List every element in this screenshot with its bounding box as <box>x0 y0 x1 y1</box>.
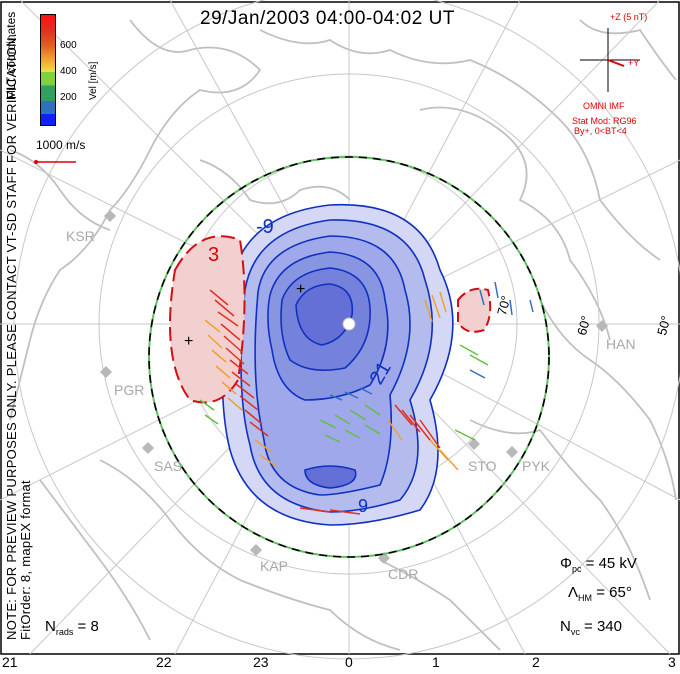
nvc-value: = 340 <box>584 618 622 635</box>
velocity-vectors <box>199 281 534 515</box>
mlt-label-22: 22 <box>156 654 172 670</box>
mlt-label-3: 3 <box>668 654 676 670</box>
colorbar-tick-200: 200 <box>60 92 77 103</box>
mlt-label-1: 1 <box>432 654 440 670</box>
mlt-label-21: 21 <box>2 654 18 670</box>
mlt-label-2: 2 <box>532 654 540 670</box>
station-label-han: HAN <box>606 336 636 352</box>
colorbar-tick-400: 400 <box>60 66 77 77</box>
phi-symbol: Φ <box>560 555 572 572</box>
hm-boundary-dashed <box>148 156 550 558</box>
reference-vector <box>34 160 76 164</box>
preview-note: NOTE: FOR PREVIEW PURPOSES ONLY. PLEASE … <box>4 33 19 640</box>
station-label-pgr: PGR <box>114 382 145 398</box>
negative-cell: + <box>221 203 454 526</box>
stat-model-label: Stat Mod: RG96 <box>572 116 637 126</box>
map-title: 29/Jan/2003 04:00-04:02 UT <box>200 8 455 29</box>
colorbar-unit-label: Vel [m/s] <box>88 61 99 100</box>
svg-text:+: + <box>184 333 193 350</box>
station-label-sas: SAS <box>154 458 183 474</box>
station-label-pyk: PYK <box>522 458 551 474</box>
radar-count: Nrads = 8 <box>45 618 99 637</box>
reference-vector-label: 1000 m/s <box>36 138 86 152</box>
imf-scale-label: +Z (5 nT) <box>610 12 648 22</box>
mlt-label-0: 0 <box>345 654 353 670</box>
station-label-cdr: CDR <box>388 566 419 582</box>
phi-value: = 45 kV <box>585 555 637 572</box>
imf-source-label: OMNI IMF <box>583 101 625 111</box>
plot-frame <box>0 1 680 655</box>
mlt-label-23: 23 <box>253 654 269 670</box>
station-label-kap: KAP <box>260 558 289 574</box>
svg-text:+: + <box>296 281 305 298</box>
lambda-symbol: Λ <box>568 584 579 601</box>
nrads-subscript: rads <box>55 627 74 637</box>
nvc-subscript: vc <box>570 627 580 637</box>
hm-latitude: ΛHM = 65° <box>568 584 632 603</box>
fit-order-label: FitOrder: 8, mapEX format <box>18 480 33 640</box>
magnetic-pole-marker <box>342 317 356 331</box>
nvc-symbol: N <box>560 618 571 635</box>
imf-y-label: +Y <box>628 58 640 68</box>
station-label-sto: STO <box>468 458 497 474</box>
contour-label-9: 9 <box>358 496 369 516</box>
lambda-subscript: HM <box>578 593 593 603</box>
contour-label-plus3: 3 <box>208 244 220 266</box>
imf-dial <box>580 28 640 92</box>
cross-polar-potential: Φpc = 45 kV <box>560 555 637 574</box>
vector-count: Nvc = 340 <box>560 618 622 637</box>
velocity-colorbar <box>40 14 56 126</box>
imf-condition-label: By+, 0<BT<4 <box>574 126 627 136</box>
contour-label-minus9: -9 <box>256 216 274 238</box>
colorbar-tick-600: 600 <box>60 40 77 51</box>
lambda-value: = 65° <box>596 584 632 601</box>
nrads-value: = 8 <box>77 618 99 635</box>
station-label-ksr: KSR <box>66 228 95 244</box>
phi-subscript: pc <box>571 564 582 574</box>
nrads-symbol: N <box>45 618 56 635</box>
